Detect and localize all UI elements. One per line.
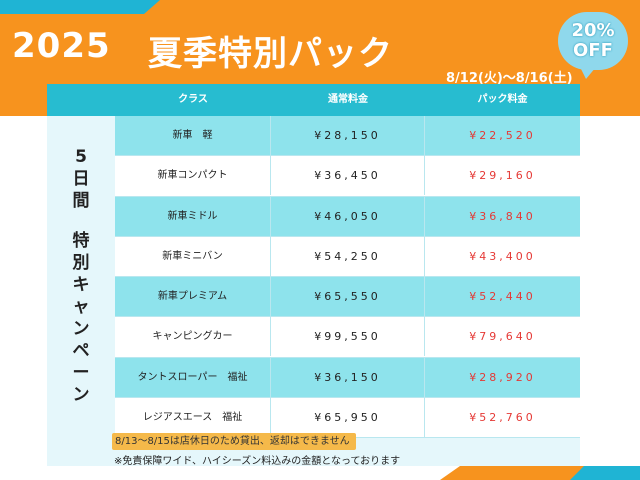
- table-row: 新車 軽 ¥28,150 ¥22,520: [115, 116, 580, 157]
- title-year: 2025: [12, 26, 111, 66]
- header-pack-price: パック料金: [477, 94, 528, 105]
- closure-notice: 8/13〜8/15は店休日のため貸出、返却はできません: [112, 433, 356, 450]
- table-row: 新車コンパクト ¥36,450 ¥29,160: [115, 156, 580, 197]
- regular-price-cell: ¥54,250: [271, 236, 425, 276]
- regular-price-cell: ¥36,150: [271, 357, 425, 397]
- table-header-row: クラス 通常料金 パック料金: [47, 84, 580, 116]
- class-cell: タントスローパー 福祉: [115, 357, 271, 397]
- regular-price-cell: ¥65,950: [271, 398, 425, 438]
- side-label-duration: 5日間: [72, 147, 90, 211]
- regular-price-cell: ¥99,550: [271, 317, 425, 357]
- header-regular-price: 通常料金: [328, 94, 368, 105]
- table-row: キャンピングカー ¥99,550 ¥79,640: [115, 317, 580, 358]
- table-body: 新車 軽 ¥28,150 ¥22,520 新車コンパクト ¥36,450 ¥29…: [115, 116, 580, 439]
- discount-percent: 20%: [571, 20, 615, 41]
- class-cell: 新車コンパクト: [115, 156, 271, 196]
- table-row: 新車ミドル ¥46,050 ¥36,840: [115, 196, 580, 237]
- pack-price-cell: ¥22,520: [469, 129, 536, 142]
- decorative-stripe: [0, 0, 160, 14]
- class-cell: キャンピングカー: [115, 317, 271, 357]
- pack-price-cell: ¥52,440: [469, 290, 536, 304]
- table-row: 新車プレミアム ¥65,550 ¥52,440: [115, 277, 580, 318]
- class-cell: 新車ミニバン: [115, 236, 271, 276]
- class-cell: 新車 軽: [115, 116, 271, 155]
- class-cell: 新車プレミアム: [115, 277, 271, 317]
- decorative-stripe-bottom-accent: [570, 466, 640, 480]
- campaign-side-label: 5日間 特別キャンペーン: [47, 116, 115, 466]
- regular-price-cell: ¥65,550: [271, 277, 425, 317]
- price-table: クラス 通常料金 パック料金 5日間 特別キャンペーン 新車 軽 ¥28,150…: [47, 84, 580, 466]
- pack-price-cell: ¥79,640: [469, 330, 536, 344]
- regular-price-cell: ¥36,450: [271, 156, 425, 196]
- discount-badge: 20% OFF: [558, 12, 628, 79]
- discount-off: OFF: [573, 40, 613, 61]
- pack-price-cell: ¥36,840: [469, 209, 536, 223]
- table-row: レジアスエース 福祉 ¥65,950 ¥52,760: [115, 398, 580, 439]
- class-cell: 新車ミドル: [115, 196, 271, 236]
- pack-price-cell: ¥52,760: [469, 411, 536, 425]
- page-title: 夏季特別パック: [148, 34, 393, 74]
- header-class: クラス: [178, 94, 208, 105]
- class-cell: レジアスエース 福祉: [115, 398, 271, 438]
- regular-price-cell: ¥28,150: [271, 116, 425, 155]
- insurance-note: ※免責保障ワイド、ハイシーズン料込みの金額となっております: [114, 456, 401, 467]
- side-label-campaign: 特別キャンペーン: [72, 231, 90, 405]
- table-row: タントスローパー 福祉 ¥36,150 ¥28,920: [115, 357, 580, 399]
- pack-price-cell: ¥28,920: [469, 370, 536, 384]
- regular-price-cell: ¥46,050: [271, 196, 425, 236]
- table-row: 新車ミニバン ¥54,250 ¥43,400: [115, 236, 580, 278]
- pack-price-cell: ¥29,160: [469, 169, 536, 183]
- campaign-period: 8/12(火)〜8/16(土): [446, 71, 573, 86]
- pack-price-cell: ¥43,400: [469, 249, 536, 263]
